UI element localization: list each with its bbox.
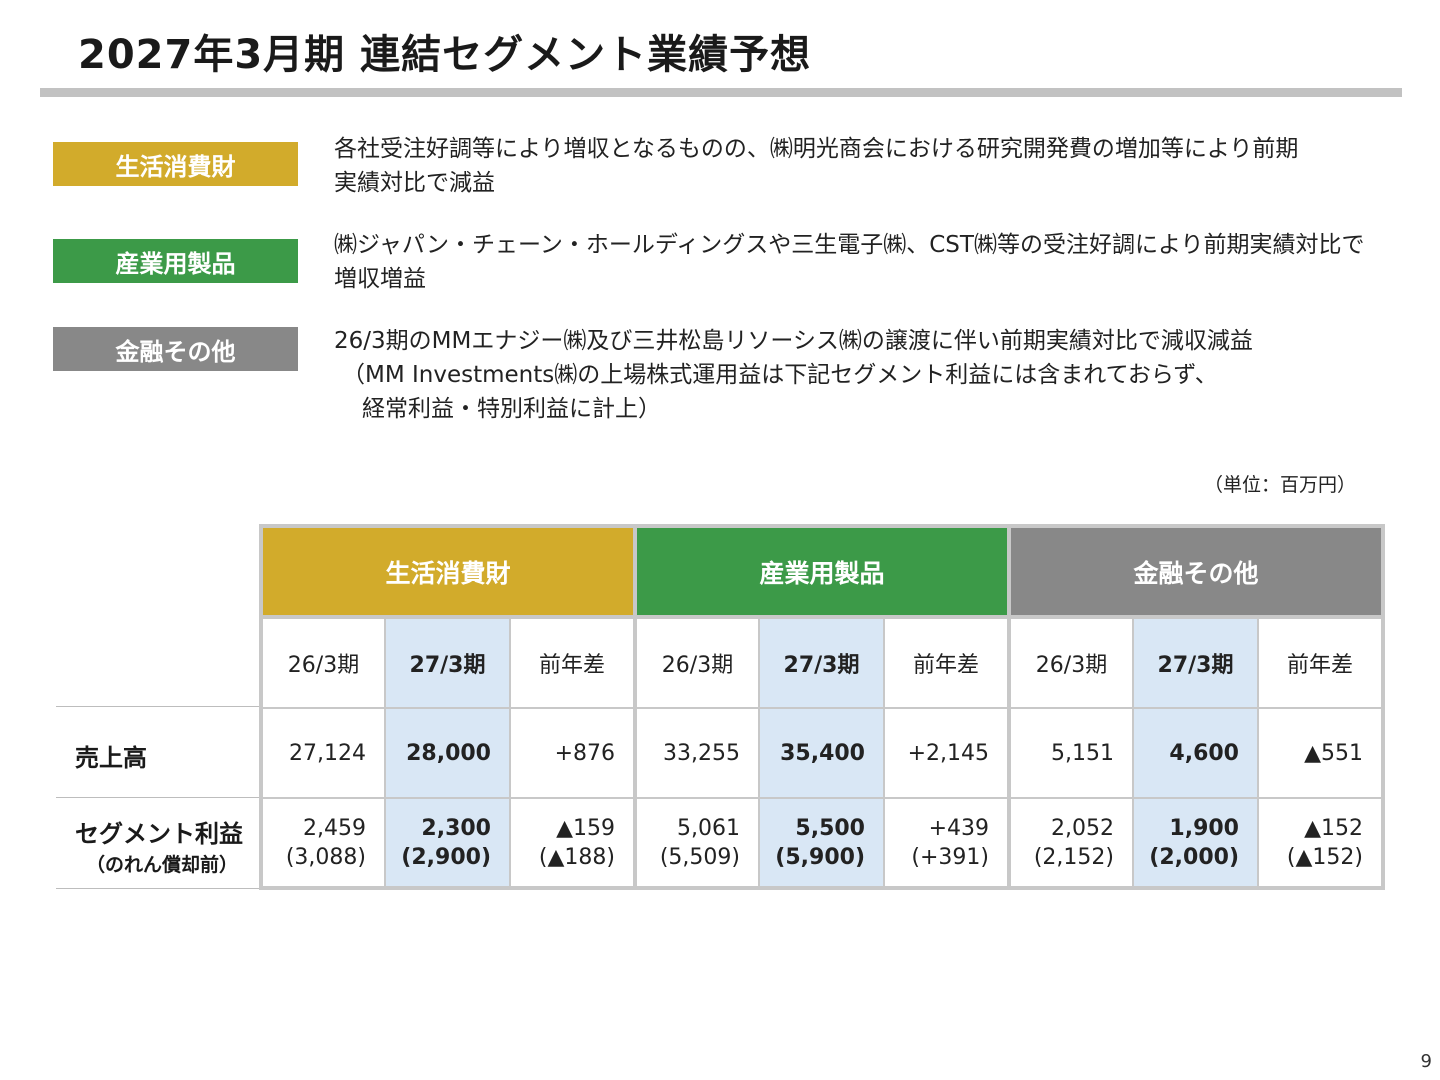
cell-value-before-goodwill: (+391) (911, 844, 989, 870)
description-line: 増収増益 (334, 266, 426, 292)
group-header-finance: 金融その他 (1011, 528, 1381, 615)
segment-label-industrial: 産業用製品 (53, 239, 298, 283)
table-cell: ▲152 (▲152) (1259, 799, 1381, 886)
row-sublabel-before-goodwill: （のれん償却前） (86, 854, 239, 876)
cell-value-before-goodwill: (3,088) (285, 844, 366, 870)
row-divider (56, 706, 262, 707)
table-cell: 4,600 (1134, 709, 1257, 797)
segment-forecast-table: 生活消費財 産業用製品 金融その他 26/3期 27/3期 前年差 26/3期 … (259, 524, 1385, 890)
column-header: 26/3期 (637, 619, 758, 707)
description-line: 26/3期のMMエナジー㈱及び三井松島リソーシス㈱の譲渡に伴い前期実績対比で減収… (334, 328, 1253, 354)
group-header-industrial: 産業用製品 (637, 528, 1007, 615)
table-cell: ▲551 (1259, 709, 1381, 797)
row-label-sales: 売上高 (75, 744, 147, 772)
page-number: 9 (1420, 1051, 1432, 1072)
table-cell: +876 (511, 709, 633, 797)
cell-value-before-goodwill: (▲188) (538, 844, 615, 870)
table-cell: 5,151 (1011, 709, 1132, 797)
table-cell: 2,459 (3,088) (263, 799, 384, 886)
table-cell: ▲159 (▲188) (511, 799, 633, 886)
table-cell: 2,052 (2,152) (1011, 799, 1132, 886)
cell-value: +439 (928, 815, 989, 841)
column-header: 27/3期 (386, 619, 509, 707)
table-cell: 2,300 (2,900) (386, 799, 509, 886)
table-cell: +439 (+391) (885, 799, 1007, 886)
segment-label-lifestyle: 生活消費財 (53, 142, 298, 186)
cell-value: 2,052 (1051, 815, 1114, 841)
cell-value-before-goodwill: (2,000) (1149, 844, 1239, 870)
cell-value: ▲152 (1304, 815, 1363, 841)
column-header: 前年差 (1259, 619, 1381, 707)
cell-value-before-goodwill: (5,900) (775, 844, 865, 870)
table-cell: 5,061 (5,509) (637, 799, 758, 886)
table-cell: 27,124 (263, 709, 384, 797)
cell-value: 5,061 (677, 815, 740, 841)
description-line: 経常利益・特別利益に計上） (362, 396, 661, 422)
unit-note: （単位：百万円） (1203, 474, 1356, 496)
column-header: 27/3期 (760, 619, 883, 707)
cell-value: 2,300 (421, 815, 491, 841)
group-header-lifestyle: 生活消費財 (263, 528, 633, 615)
description-line: （MM Investments㈱の上場株式運用益は下記セグメント利益には含まれて… (342, 362, 1218, 388)
segment-label-finance: 金融その他 (53, 327, 298, 371)
cell-value: 2,459 (303, 815, 366, 841)
column-header: 前年差 (885, 619, 1007, 707)
row-divider (56, 888, 262, 889)
title-divider (40, 88, 1402, 97)
table-cell: 35,400 (760, 709, 883, 797)
description-line: ㈱ジャパン・チェーン・ホールディングスや三生電子㈱、CST㈱等の受注好調により前… (334, 232, 1365, 258)
table-cell: 1,900 (2,000) (1134, 799, 1257, 886)
table-cell: 5,500 (5,900) (760, 799, 883, 886)
table-cell: 33,255 (637, 709, 758, 797)
column-header: 26/3期 (1011, 619, 1132, 707)
cell-value-before-goodwill: (5,509) (659, 844, 740, 870)
description-line: 各社受注好調等により増収となるものの、㈱明光商会における研究開発費の増加等により… (334, 136, 1299, 162)
cell-value: ▲159 (556, 815, 615, 841)
table-cell: +2,145 (885, 709, 1007, 797)
cell-value-before-goodwill: (▲152) (1286, 844, 1363, 870)
page-title: 2027年3月期 連結セグメント業績予想 (78, 32, 812, 78)
row-label-segment-profit: セグメント利益 (75, 820, 243, 848)
description-line: 実績対比で減益 (334, 170, 495, 196)
column-header: 27/3期 (1134, 619, 1257, 707)
column-header: 26/3期 (263, 619, 384, 707)
cell-value-before-goodwill: (2,900) (401, 844, 491, 870)
cell-value: 5,500 (795, 815, 865, 841)
cell-value-before-goodwill: (2,152) (1033, 844, 1114, 870)
segment-description-lifestyle: 各社受注好調等により増収となるものの、㈱明光商会における研究開発費の増加等により… (334, 132, 1298, 200)
table-cell: 28,000 (386, 709, 509, 797)
column-header: 前年差 (511, 619, 633, 707)
row-divider (56, 797, 262, 798)
segment-description-finance: 26/3期のMMエナジー㈱及び三井松島リソーシス㈱の譲渡に伴い前期実績対比で減収… (334, 324, 1253, 426)
segment-description-industrial: ㈱ジャパン・チェーン・ホールディングスや三生電子㈱、CST㈱等の受注好調により前… (334, 228, 1365, 296)
cell-value: 1,900 (1169, 815, 1239, 841)
